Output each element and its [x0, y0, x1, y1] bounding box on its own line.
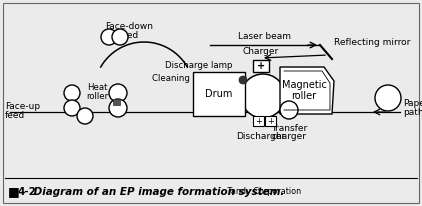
Text: Discharge lamp: Discharge lamp — [165, 61, 233, 69]
Text: Heat: Heat — [87, 82, 108, 91]
Text: Drum: Drum — [206, 89, 233, 99]
Bar — [253, 60, 269, 72]
Circle shape — [101, 29, 117, 45]
Text: +: + — [257, 61, 265, 71]
Text: +: + — [268, 117, 274, 125]
Text: Transfer: Transfer — [271, 124, 307, 133]
Text: feed: feed — [5, 110, 25, 119]
Circle shape — [112, 29, 128, 45]
Circle shape — [64, 100, 80, 116]
Bar — [193, 72, 245, 116]
Circle shape — [77, 108, 93, 124]
Text: ■: ■ — [8, 185, 20, 199]
Text: Paper: Paper — [403, 98, 422, 108]
Bar — [253, 116, 264, 126]
Circle shape — [280, 101, 298, 119]
Text: Reflecting mirror: Reflecting mirror — [334, 37, 410, 47]
Text: Magnetic
roller: Magnetic roller — [281, 80, 327, 101]
Text: charger: charger — [271, 132, 306, 141]
Text: Face-down: Face-down — [105, 22, 153, 31]
Polygon shape — [280, 67, 334, 114]
Text: feed: feed — [119, 31, 139, 40]
Text: Laser beam: Laser beam — [238, 32, 292, 41]
Circle shape — [239, 76, 247, 84]
Circle shape — [64, 85, 80, 101]
Text: Discharger: Discharger — [236, 132, 286, 141]
Text: 4-2: 4-2 — [18, 187, 37, 197]
Circle shape — [241, 74, 285, 118]
Text: roller: roller — [86, 91, 108, 101]
Text: Charger: Charger — [243, 47, 279, 56]
Text: +: + — [256, 117, 262, 125]
Bar — [265, 116, 276, 126]
Circle shape — [109, 84, 127, 102]
Text: path: path — [403, 108, 422, 117]
Text: Tandy Corporation: Tandy Corporation — [225, 187, 301, 197]
Circle shape — [109, 99, 127, 117]
Text: Diagram of an EP image formation system.: Diagram of an EP image formation system. — [30, 187, 284, 197]
Text: Face-up: Face-up — [5, 102, 40, 110]
Bar — [113, 99, 120, 105]
Text: Cleaning pad: Cleaning pad — [152, 74, 209, 82]
Circle shape — [375, 85, 401, 111]
